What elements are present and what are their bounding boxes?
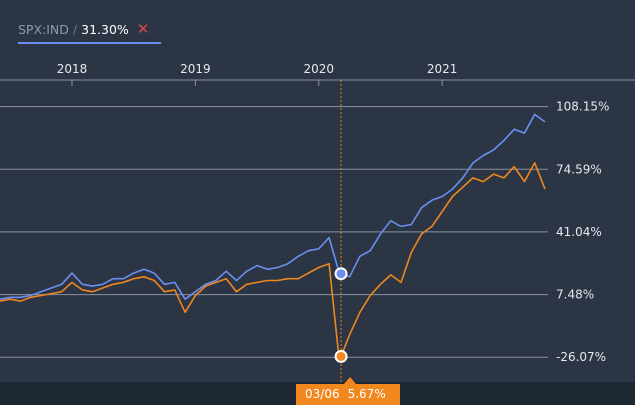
legend-underline: [18, 42, 161, 44]
crosshair: [334, 80, 348, 382]
legend-separator: /: [72, 22, 78, 37]
y-tick-label: 7.48%: [556, 288, 594, 302]
y-tick-label: 108.15%: [556, 100, 609, 114]
series-line: [0, 162, 546, 362]
x-axis-ticks: 2018 2019 2020 2021: [57, 62, 458, 86]
crosshair-point: [334, 349, 348, 363]
y-tick-label: -26.07%: [556, 350, 606, 364]
x-tick-label: 2019: [180, 62, 211, 76]
legend-symbol[interactable]: SPX:IND: [18, 22, 69, 37]
x-tick-label: 2020: [304, 62, 335, 76]
crosshair-date: 03/06: [305, 387, 340, 401]
x-tick-label: 2021: [427, 62, 458, 76]
grid-lines: [0, 79, 635, 358]
y-tick-label: 74.59%: [556, 162, 602, 176]
crosshair-point: [334, 267, 348, 281]
series-lines: [0, 113, 546, 362]
crosshair-value: 5.67%: [347, 387, 386, 401]
tooltip-caret: [344, 377, 356, 384]
close-icon[interactable]: ✕: [136, 20, 150, 38]
y-tick-label: 41.04%: [556, 225, 602, 239]
crosshair-tooltip: 03/06 5.67%: [296, 377, 400, 405]
x-tick-label: 2018: [57, 62, 88, 76]
legend-value: 31.30%: [81, 22, 129, 37]
y-axis-ticks: 108.15% 74.59% 41.04% 7.48% -26.07%: [556, 100, 609, 365]
line-chart[interactable]: 2018 2019 2020 2021 108.15% 74.59% 41.04% 7.48…: [0, 0, 635, 382]
series-legend: SPX:IND/31.30% ✕: [18, 20, 161, 44]
series-line: [0, 113, 546, 301]
